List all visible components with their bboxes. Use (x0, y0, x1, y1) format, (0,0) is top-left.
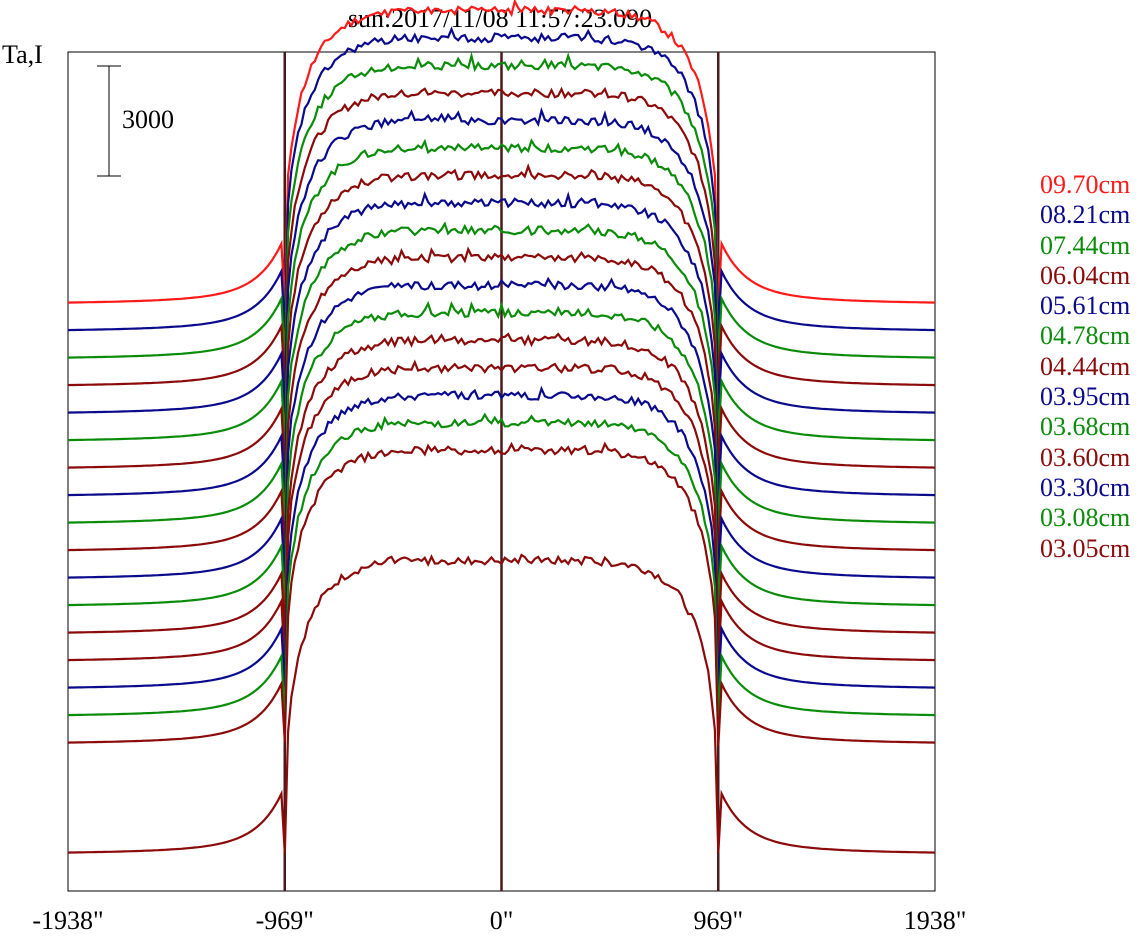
trace-line-2 (67, 385, 936, 689)
trace-line-1 (67, 359, 936, 664)
series-line-03.60cm (67, 246, 936, 555)
legend-item: 03.95cm (1040, 382, 1131, 412)
legend-item: 03.05cm (1040, 533, 1131, 563)
series-line-08.21cm (67, 26, 936, 332)
legend-item: 03.60cm (1040, 442, 1131, 472)
x-tick-label: 969" (693, 906, 744, 935)
x-tick-label: -969" (255, 906, 314, 935)
y-axis-label: Ta,I (2, 40, 43, 69)
series-traces (67, 0, 936, 854)
series-line-05.61cm (67, 106, 936, 414)
series-line-06.04cm (67, 86, 936, 388)
legend-item: 09.70cm (1040, 170, 1131, 199)
series-line-07.44cm (67, 51, 936, 362)
legend-item: 03.68cm (1040, 412, 1131, 442)
legend-item: 05.61cm (1040, 291, 1131, 321)
trace-line-4 (67, 441, 936, 747)
legend-item: 07.44cm (1040, 230, 1131, 260)
legend: 09.70cm 08.21cm 07.44cm 06.04cm 05.61cm 04.78… (1040, 170, 1130, 564)
series-line-09.70cm (67, 0, 936, 307)
x-tick-label: 0" (489, 906, 514, 935)
series-line-04.44cm (67, 163, 936, 471)
scale-bar-label: 3000 (122, 105, 174, 134)
legend-item: 03.30cm (1040, 472, 1131, 502)
legend-item: 06.04cm (1040, 260, 1131, 290)
series-line-03.05cm (67, 332, 936, 638)
legend-item: 04.44cm (1040, 351, 1131, 381)
series-line-03.68cm (67, 221, 936, 528)
legend-item: 08.21cm (1040, 200, 1131, 230)
series-line-03.95cm (67, 190, 936, 500)
series-line-03.30cm (67, 276, 936, 580)
limb-lines (283, 52, 720, 891)
scale-bar: 3000 (97, 65, 174, 177)
legend-item: 03.08cm (1040, 503, 1131, 533)
trace-line-base (67, 553, 936, 854)
trace-line-3 (67, 412, 936, 719)
series-line-04.78cm (67, 138, 936, 446)
x-tick-label: -1938" (32, 906, 104, 935)
x-tick-label: 1938" (903, 906, 967, 935)
series-line-03.08cm (67, 300, 936, 607)
legend-item: 04.78cm (1040, 321, 1131, 351)
